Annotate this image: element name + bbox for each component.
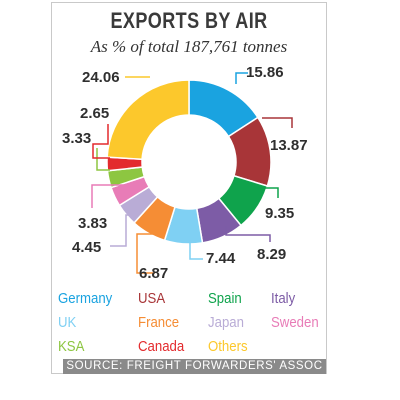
legend-item-france: France [138, 314, 180, 331]
legend-item-others: Others [208, 338, 248, 355]
chart-title: EXPORTS BY AIR [110, 8, 268, 33]
leader-germany [235, 72, 248, 84]
leader-uk [189, 243, 203, 260]
label-ksa: 3.33 [62, 130, 91, 147]
leader-sweden [91, 184, 126, 208]
slice-others [106, 79, 190, 161]
leader-canada [92, 124, 110, 159]
legend-item-spain: Spain [208, 290, 242, 307]
legend-item-ksa: KSA [58, 338, 85, 355]
label-japan: 4.45 [72, 239, 101, 256]
label-italy: 8.29 [257, 246, 286, 263]
donut-slices [106, 79, 272, 245]
leader-italy [225, 226, 271, 242]
label-canada: 2.65 [80, 105, 109, 122]
legend-item-japan: Japan [208, 314, 244, 331]
legend-item-usa: USA [138, 290, 166, 307]
source-note: SOURCE: FREIGHT FORWARDERS' ASSOC [63, 359, 326, 374]
legend-item-italy: Italy [271, 290, 296, 307]
leader-ksa [96, 148, 110, 171]
label-germany: 15.86 [246, 64, 284, 81]
leader-japan [110, 214, 139, 247]
label-spain: 9.35 [265, 205, 294, 222]
legend-item-sweden: Sweden [271, 314, 319, 331]
leader-spain [255, 187, 279, 198]
legend-item-germany: Germany [58, 290, 113, 307]
data-labels: 15.86 13.87 9.35 8.29 7.44 6.87 4.45 3.83 3.33 2.… [62, 64, 308, 282]
label-others: 24.06 [82, 69, 120, 86]
leader-france [136, 233, 155, 274]
legend: Germany USA Spain Italy UK France Japan Sweden K… [58, 290, 323, 356]
leader-lines [91, 72, 293, 274]
legend-item-uk: UK [58, 314, 77, 331]
label-sweden: 3.83 [78, 215, 107, 232]
label-uk: 7.44 [206, 250, 236, 267]
label-usa: 13.87 [270, 137, 308, 154]
leader-usa [262, 117, 293, 128]
label-france: 6.87 [139, 265, 168, 282]
chart-card [51, 2, 327, 374]
legend-item-canada: Canada [138, 338, 185, 355]
chart-subtitle: As % of total 187,761 tonnes [90, 37, 288, 56]
